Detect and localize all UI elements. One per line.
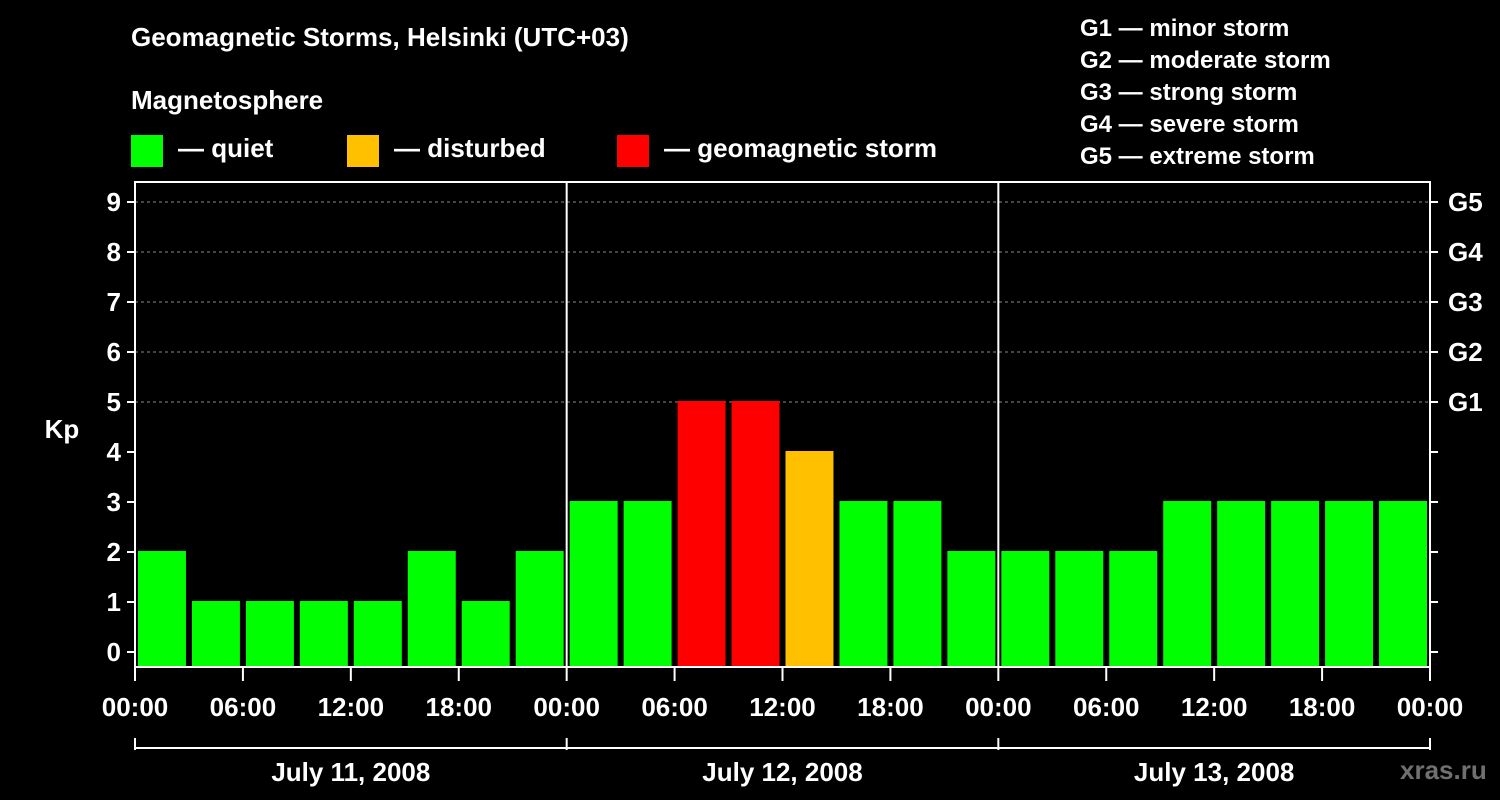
x-tick-label: 18:00: [426, 692, 493, 722]
bar: [138, 551, 186, 667]
storm-scale-g1: G1 — minor storm: [1080, 15, 1290, 42]
x-tick-label: 06:00: [1073, 692, 1140, 722]
storm-scale-g4: G4 — severe storm: [1080, 111, 1299, 138]
legend-label-storm: — geomagnetic storm: [664, 133, 938, 163]
storm-scale-g2: G2 — moderate storm: [1080, 47, 1331, 74]
legend-swatch-quiet: [131, 135, 163, 167]
bar: [731, 401, 780, 667]
day-label: July 12, 2008: [702, 757, 862, 787]
bar: [947, 551, 996, 667]
x-tick-label: 06:00: [641, 692, 708, 722]
x-tick-label: 12:00: [318, 692, 385, 722]
bar: [299, 601, 348, 667]
watermark: xras.ru: [1400, 755, 1487, 785]
bar: [407, 551, 456, 667]
bar: [191, 601, 240, 667]
bar: [677, 401, 726, 667]
x-tick-label: 00:00: [102, 692, 169, 722]
bar: [515, 551, 564, 667]
y-axis-label: Kp: [45, 414, 80, 444]
x-tick-label: 12:00: [1181, 692, 1248, 722]
y-tick-label: 3: [107, 487, 121, 517]
bar: [1001, 551, 1050, 667]
bar: [569, 501, 618, 667]
magnetosphere-label: Magnetosphere: [131, 85, 324, 115]
storm-scale-g5: G5 — extreme storm: [1080, 143, 1315, 170]
right-tick-label: G1: [1448, 387, 1483, 417]
bar: [893, 501, 942, 667]
bar: [461, 601, 510, 667]
y-tick-label: 1: [107, 587, 121, 617]
bar: [839, 501, 888, 667]
y-tick-label: 7: [107, 287, 121, 317]
bar: [785, 451, 834, 667]
x-tick-label: 12:00: [749, 692, 816, 722]
day-label: July 13, 2008: [1134, 757, 1294, 787]
x-tick-label: 00:00: [1397, 692, 1464, 722]
y-tick-label: 6: [107, 337, 121, 367]
bar: [623, 501, 672, 667]
bar: [1217, 501, 1266, 667]
legend-swatch-disturbed: [347, 135, 379, 167]
bar: [1055, 551, 1104, 667]
x-tick-label: 00:00: [965, 692, 1032, 722]
bar: [1109, 551, 1158, 667]
x-tick-label: 18:00: [1289, 692, 1356, 722]
bar: [245, 601, 294, 667]
right-tick-label: G4: [1448, 237, 1483, 267]
y-tick-label: 9: [107, 187, 121, 217]
right-tick-label: G3: [1448, 287, 1483, 317]
right-tick-label: G5: [1448, 187, 1483, 217]
y-tick-label: 5: [107, 387, 121, 417]
bar: [1325, 501, 1374, 667]
bar: [353, 601, 402, 667]
right-tick-label: G2: [1448, 337, 1483, 367]
chart-title: Geomagnetic Storms, Helsinki (UTC+03): [131, 22, 629, 52]
legend-swatch-storm: [617, 135, 649, 167]
storm-scale-g3: G3 — strong storm: [1080, 79, 1298, 106]
y-tick-label: 4: [107, 437, 122, 467]
legend-label-disturbed: — disturbed: [394, 133, 546, 163]
legend-label-quiet: — quiet: [178, 133, 274, 163]
x-tick-label: 06:00: [210, 692, 277, 722]
x-tick-label: 00:00: [533, 692, 600, 722]
day-label: July 11, 2008: [271, 757, 430, 787]
bar: [1379, 501, 1427, 667]
bar: [1163, 501, 1212, 667]
y-tick-label: 0: [107, 637, 121, 667]
y-tick-label: 8: [107, 237, 121, 267]
bar: [1271, 501, 1320, 667]
y-tick-label: 2: [107, 537, 121, 567]
x-tick-label: 18:00: [857, 692, 924, 722]
